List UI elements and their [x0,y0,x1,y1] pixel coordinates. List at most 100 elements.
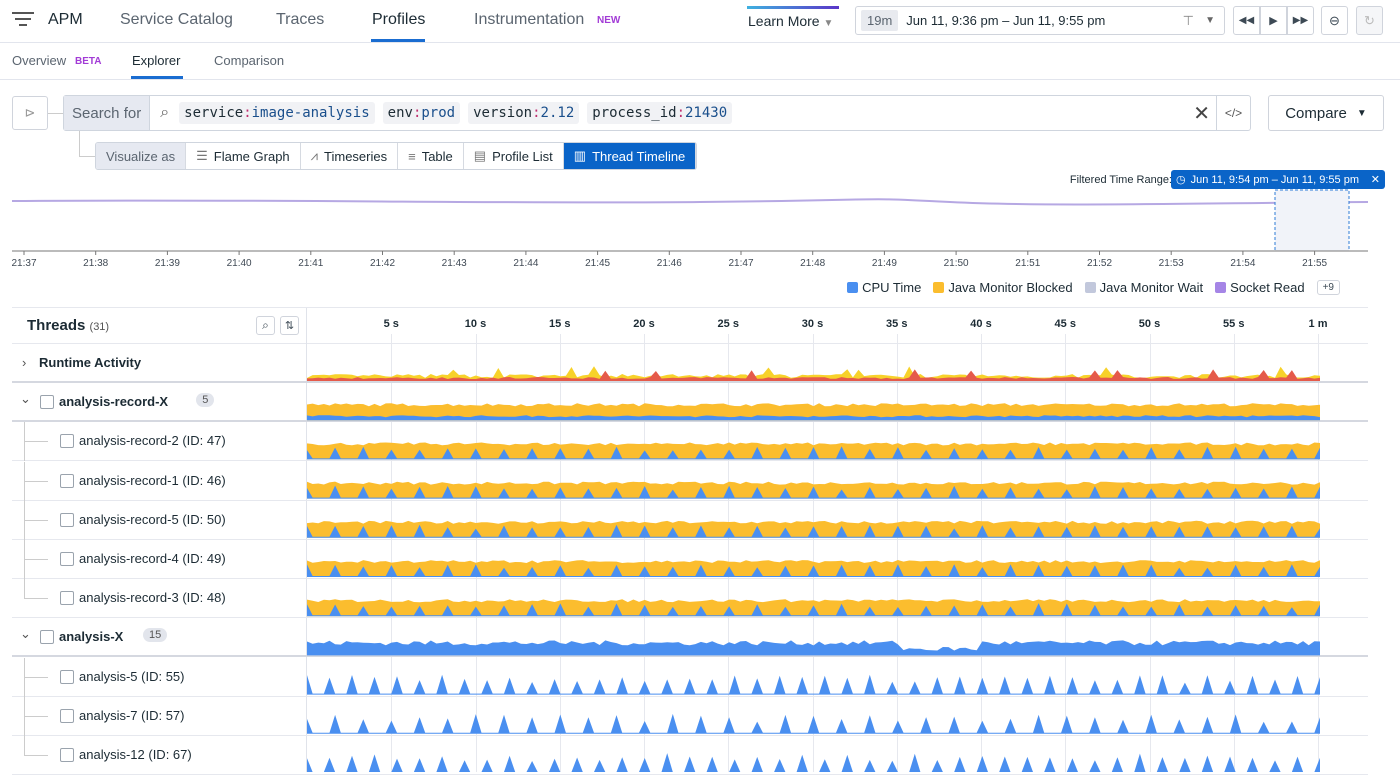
thread-group-row[interactable]: ⌄ analysis-X 15 [12,618,1368,658]
legend-item[interactable]: Java Monitor Blocked [933,280,1073,295]
code-view-icon[interactable]: </> [1216,96,1250,130]
tab-comparison[interactable]: Comparison [214,53,285,68]
checkbox[interactable] [60,669,74,684]
thread-group-label: analysis-record-X [59,394,169,410]
pin-icon[interactable]: ⊤ [1182,12,1194,28]
legend-label: Java Monitor Wait [1099,280,1204,295]
checkbox[interactable] [60,552,74,566]
thread-row[interactable]: analysis-record-1 (ID: 46) [12,461,1368,501]
x-tick-label: 21:38 [83,258,109,269]
search-tags[interactable]: service:image-analysis env:prod version:2.… [179,102,733,124]
checkbox[interactable] [40,630,54,645]
viz-table[interactable]: ≡ Table [398,143,464,169]
gridline [1318,334,1319,772]
checkbox[interactable] [60,512,74,527]
thread-group-row[interactable]: › Runtime Activity [12,344,1368,383]
remove-filter-icon[interactable]: ✕ [1370,174,1380,186]
gridline [1065,334,1067,772]
search-bar[interactable]: Search for ⌕ service:image-analysis env:p… [63,95,1251,131]
thread-row[interactable]: analysis-7 (ID: 57) [12,696,1368,736]
legend-item[interactable]: Socket Read [1215,280,1305,295]
viz-flame-graph[interactable]: ☰ Flame Graph [186,143,301,169]
duration-badge: 19m [861,10,899,31]
thread-row[interactable]: analysis-record-5 (ID: 50) [12,500,1368,540]
checkbox[interactable] [60,473,74,488]
search-tag[interactable]: version:2.12 [468,102,580,124]
checkbox[interactable] [60,591,74,606]
tag-colon: : [532,105,541,121]
sort-icon[interactable]: ⇅ [280,316,299,335]
tag-value: 21430 [685,105,728,121]
thread-row[interactable]: analysis-record-4 (ID: 49) [12,540,1368,579]
tab-overview[interactable]: Overview [12,53,67,68]
chevron-down-icon[interactable]: ▼ [1205,15,1215,26]
tree-line [24,559,48,560]
search-tag[interactable]: env:prod [382,102,461,124]
tag-colon: : [412,105,422,121]
filter-label: Filtered Time Range: [1069,174,1172,186]
tab-explorer[interactable]: Explorer [132,53,181,68]
profile-list-icon: ▤ [473,148,487,163]
nav-traces[interactable]: Traces [276,11,325,28]
x-tick-label: 21:51 [1015,258,1041,269]
viz-thread-timeline[interactable]: ▥ Thread Timeline [563,143,697,169]
time-tick-label: 40 s [970,318,992,330]
thread-row[interactable]: analysis-record-3 (ID: 48) [12,579,1368,619]
viz-timeseries[interactable]: ⩘ Timeseries [301,143,399,169]
tree-line [24,480,48,482]
time-tick-label: 30 s [801,318,824,330]
compare-button[interactable]: Compare ▼ [1268,95,1384,131]
refresh-icon[interactable]: ↻ [1356,6,1383,35]
checkbox[interactable] [60,708,74,723]
app-title[interactable]: APM [48,11,83,28]
search-tag[interactable]: service:image-analysis [179,102,375,124]
thread-row[interactable]: analysis-12 (ID: 67) [12,736,1368,775]
search-tag[interactable]: process_id:21430 [587,102,733,124]
beta-badge: BETA [75,56,102,67]
tag-value: prod [421,105,456,121]
search-threads-icon[interactable]: ⌕ [256,316,275,335]
x-tick-label: 21:40 [226,258,252,269]
play-icon[interactable]: ▶ [1260,6,1287,35]
viz-profile-list[interactable]: ▤ Profile List [464,143,564,169]
filter-time-chip[interactable]: ◷ Jun 11, 9:54 pm – Jun 11, 9:55 pm ✕ [1171,170,1385,189]
clear-search-icon[interactable]: ✕ [1193,102,1210,125]
x-tick-label: 21:43 [441,258,467,269]
thread-label: analysis-record-5 (ID: 50) [79,511,226,527]
gridline [1233,334,1235,772]
thread-group-row[interactable]: ⌄ analysis-record-X 5 [12,383,1368,423]
gridline [896,334,898,772]
gridline [981,334,982,772]
time-range-picker[interactable]: 19m Jun 11, 9:36 pm – Jun 11, 9:55 pm ⊤ … [855,6,1225,35]
checkbox[interactable] [40,395,54,410]
fast-forward-icon[interactable]: ▶▶ [1287,6,1314,35]
menu-icon[interactable] [12,12,34,30]
zoom-out-icon[interactable]: ⊖ [1321,6,1348,35]
thread-label: analysis-12 (ID: 67) [79,747,192,762]
legend-more-button[interactable]: +9 [1316,280,1340,295]
active-subtab-indicator [131,76,183,79]
nav-instrumentation[interactable]: Instrumentation [474,11,585,28]
x-tick-label: 21:52 [1086,258,1113,269]
chevron-down-icon[interactable]: ⌄ [20,626,31,642]
chevron-down-icon[interactable]: ⌄ [20,391,31,407]
selection-box[interactable] [1274,189,1350,252]
rewind-icon[interactable]: ◀◀ [1233,6,1260,35]
thread-row[interactable]: analysis-record-2 (ID: 47) [12,422,1368,462]
checkbox[interactable] [60,434,74,449]
expand-sidebar-icon[interactable]: ⊳ [12,96,48,130]
connector [79,130,80,156]
legend-item[interactable]: Java Monitor Wait [1084,280,1204,295]
new-badge: NEW [597,15,621,26]
chevron-right-icon[interactable]: › [22,355,27,370]
nav-profiles[interactable]: Profiles [372,11,426,28]
overview-chart[interactable] [0,185,1400,255]
time-tick-label: 25 s [717,318,739,330]
legend-item[interactable]: CPU Time [847,280,921,295]
threads-count: (31) [89,321,110,333]
checkbox[interactable] [60,748,74,762]
nav-service-catalog[interactable]: Service Catalog [120,11,233,28]
learn-more-button[interactable]: Learn More ▼ [748,13,833,29]
thread-row[interactable]: analysis-5 (ID: 55) [12,657,1368,697]
tree-line [24,715,48,717]
